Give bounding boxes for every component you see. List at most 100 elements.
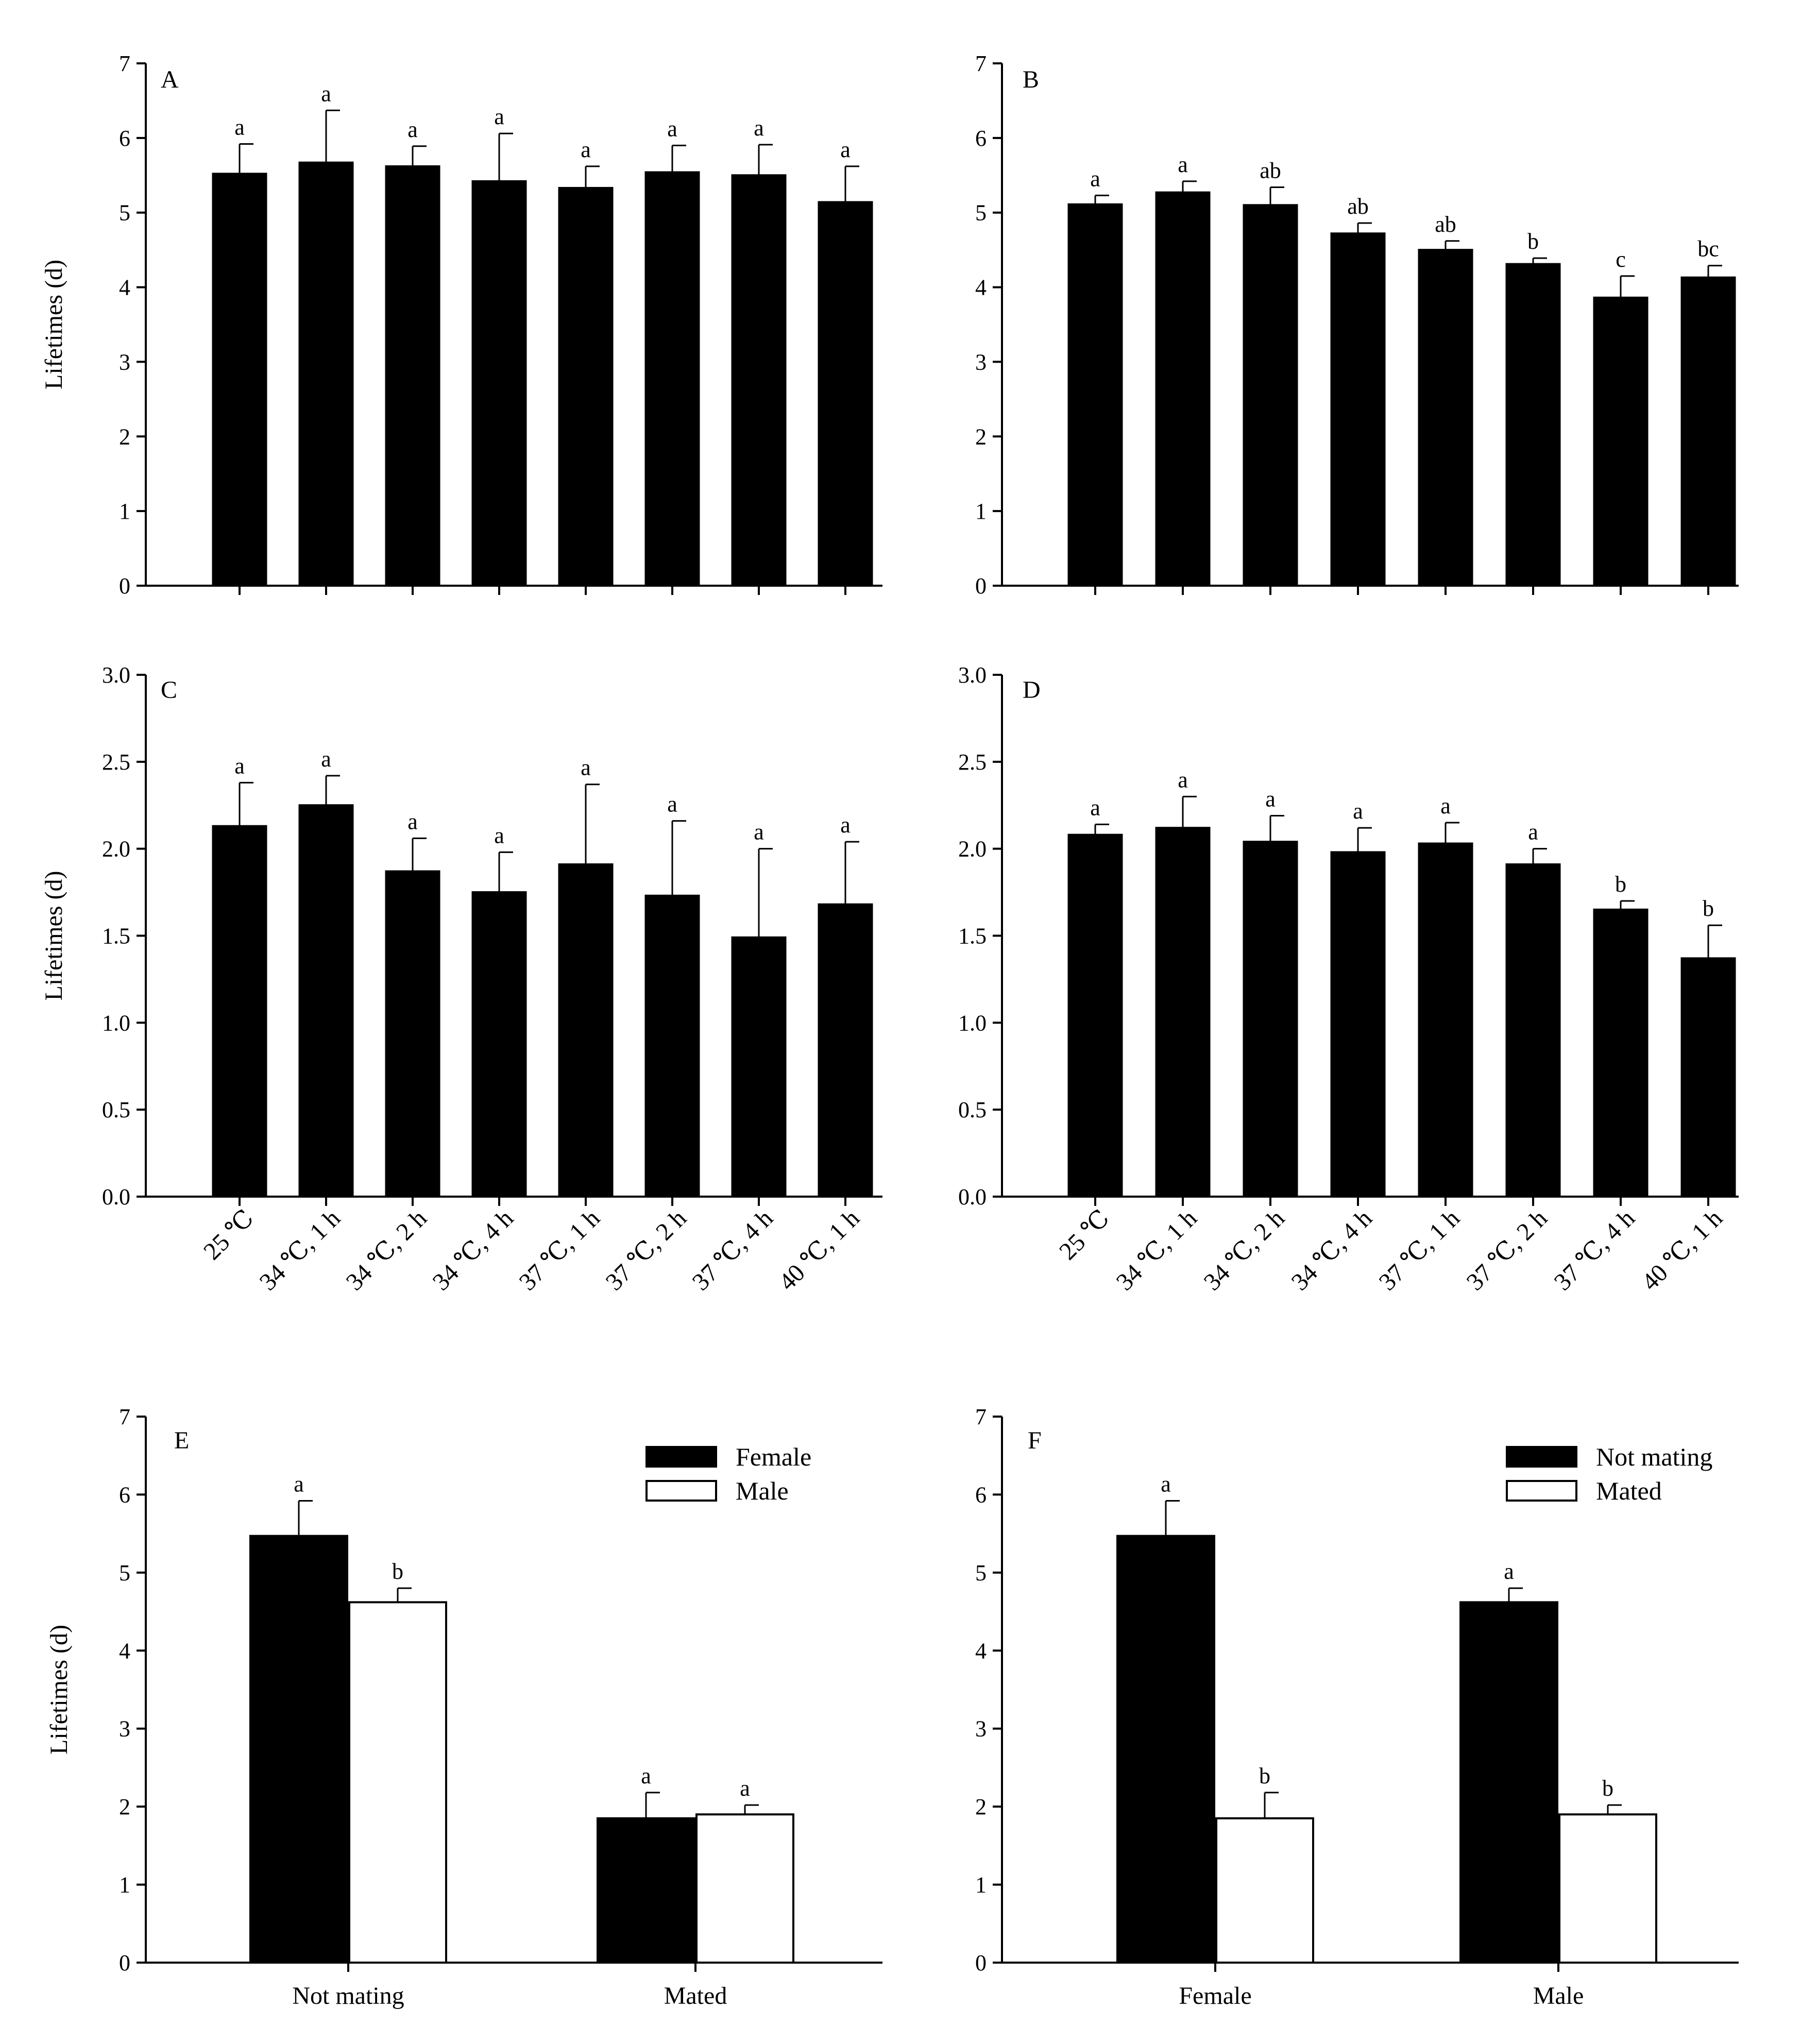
- panel-b-bar: [1680, 276, 1736, 587]
- panel-c-significance-letter: a: [407, 809, 418, 834]
- panel-b-y-tick-label: 2: [975, 424, 987, 449]
- panel-e-category-label: Mated: [664, 1982, 727, 2009]
- panel-a-y-tick-label: 5: [119, 200, 130, 226]
- panel-e-y-axis-title: Lifetimes (d): [45, 1625, 73, 1755]
- panel-f-y-tick-label: 4: [975, 1638, 987, 1663]
- panel-c-bar: [731, 936, 787, 1198]
- panel-c-y-tick-label: 2.5: [102, 750, 130, 775]
- panel-e-y-tick-label: 1: [119, 1872, 130, 1898]
- panel-d-bar: [1505, 863, 1561, 1198]
- panel-d-bar: [1155, 827, 1211, 1198]
- panel-b-bar: [1505, 263, 1561, 587]
- panel-e-y-tick-label: 4: [119, 1638, 130, 1663]
- panel-a-bar: [298, 161, 354, 587]
- panel-b-significance-letter: ab: [1435, 212, 1456, 237]
- panel-a-bar: [558, 186, 614, 587]
- panel-b-label: B: [1023, 66, 1039, 93]
- panel-d-significance-letter: a: [1090, 795, 1100, 820]
- panel-a-y-tick-label: 3: [119, 349, 130, 374]
- panel-d-significance-letter: b: [1615, 872, 1626, 897]
- panel-a-y-tick-label: 7: [119, 51, 130, 76]
- panel-a-bar: [212, 173, 267, 587]
- panel-d-bar: [1680, 957, 1736, 1198]
- panel-e-legend-swatch: [645, 1480, 717, 1502]
- panel-b-bar: [1155, 191, 1211, 587]
- panel-f-y-tick-label: 6: [975, 1482, 987, 1507]
- panel-c-bar: [818, 903, 873, 1198]
- panel-c-bar: [212, 825, 267, 1198]
- panel-a-significance-letter: a: [754, 115, 764, 141]
- panel-b-significance-letter: bc: [1697, 236, 1719, 262]
- panel-c-bar: [298, 804, 354, 1198]
- panel-b-y-tick-label: 5: [975, 200, 987, 226]
- panel-c-label: C: [161, 676, 177, 704]
- panel-e-y-tick-label: 5: [119, 1560, 130, 1586]
- panel-b-y-tick-label: 1: [975, 499, 987, 524]
- panel-f-y-tick-label: 7: [975, 1404, 987, 1429]
- panel-b-y-tick-label: 0: [975, 573, 987, 599]
- panel-a-significance-letter: a: [840, 137, 851, 162]
- panel-d-bar: [1593, 908, 1649, 1198]
- panel-a-bar: [385, 165, 440, 587]
- panel-b-bar: [1330, 232, 1386, 587]
- panel-e-bar-filled: [249, 1535, 348, 1964]
- panel-e-bar-filled: [597, 1817, 695, 1964]
- panel-f-bar-open: [1215, 1817, 1314, 1964]
- panel-c-bar: [385, 870, 440, 1198]
- panel-b-y-tick-label: 7: [975, 51, 987, 76]
- panel-a-bar: [731, 174, 787, 587]
- panel-c-significance-letter: a: [754, 820, 764, 845]
- panel-f-significance-letter: a: [1504, 1559, 1514, 1584]
- panel-d-y-tick-label: 3.0: [958, 662, 987, 688]
- panel-e-legend-swatch: [645, 1446, 717, 1468]
- panel-c-significance-letter: a: [840, 812, 851, 838]
- panel-b-y-tick-label: 3: [975, 349, 987, 374]
- panel-d-significance-letter: a: [1528, 820, 1538, 845]
- panel-b-significance-letter: a: [1090, 166, 1100, 191]
- panel-f-significance-letter: b: [1259, 1763, 1270, 1788]
- panel-b-y-tick-label: 6: [975, 126, 987, 151]
- panel-d-y-tick-label: 2.5: [958, 750, 987, 775]
- panel-f-category-label: Female: [1179, 1982, 1251, 2009]
- panel-a-bar: [644, 171, 700, 587]
- panel-e-significance-letter: b: [392, 1559, 403, 1584]
- panel-e-significance-letter: a: [740, 1776, 750, 1801]
- panel-d-label: D: [1023, 676, 1041, 704]
- panel-f-legend-label: Not mating: [1596, 1442, 1712, 1471]
- panel-a-significance-letter: a: [321, 81, 331, 106]
- panel-d-bar: [1243, 841, 1298, 1198]
- panel-f-legend-swatch: [1506, 1446, 1577, 1468]
- panel-c-y-tick-label: 0.0: [102, 1184, 130, 1210]
- panel-c-y-tick-label: 1.5: [102, 924, 130, 949]
- panel-c-significance-letter: a: [494, 823, 504, 848]
- panel-a-significance-letter: a: [494, 104, 504, 129]
- panel-d-significance-letter: a: [1178, 767, 1188, 792]
- panel-e-y-tick-label: 0: [119, 1950, 130, 1975]
- panel-e-bar-open: [348, 1601, 447, 1964]
- panel-d-y-tick-label: 1.0: [958, 1010, 987, 1035]
- panel-c-bar: [644, 894, 700, 1198]
- panel-a-y-axis-title: Lifetimes (d): [40, 260, 67, 389]
- panel-a-significance-letter: a: [234, 114, 245, 140]
- panel-d-y-tick-label: 1.5: [958, 924, 987, 949]
- panel-f-label: F: [1028, 1427, 1042, 1454]
- panel-f-y-tick-label: 3: [975, 1716, 987, 1742]
- panel-f-bar-open: [1558, 1813, 1657, 1964]
- panel-a-y-tick-label: 2: [119, 424, 130, 449]
- panel-a-significance-letter: a: [581, 137, 591, 162]
- panel-b-bar: [1243, 204, 1298, 587]
- panel-b-significance-letter: b: [1527, 229, 1539, 254]
- panel-d-bar: [1418, 842, 1473, 1198]
- panel-d-bar: [1067, 833, 1123, 1198]
- panel-f-significance-letter: a: [1161, 1472, 1171, 1497]
- panel-c-y-tick-label: 2.0: [102, 837, 130, 862]
- panel-f-y-tick-label: 0: [975, 1950, 987, 1975]
- panel-c-y-axis-title: Lifetimes (d): [40, 871, 67, 1001]
- panel-c-y-tick-label: 3.0: [102, 662, 130, 688]
- panel-e: 0 1 2 3 4 5 6 7 E Lifetimes (d) a b Not mating a a Mate…: [45, 1404, 882, 2009]
- panel-e-category-label: Not mating: [292, 1982, 404, 2009]
- panel-b-significance-letter: c: [1616, 247, 1626, 272]
- panel-e-y-tick-label: 6: [119, 1482, 130, 1507]
- panel-d-y-tick-label: 0.5: [958, 1097, 987, 1122]
